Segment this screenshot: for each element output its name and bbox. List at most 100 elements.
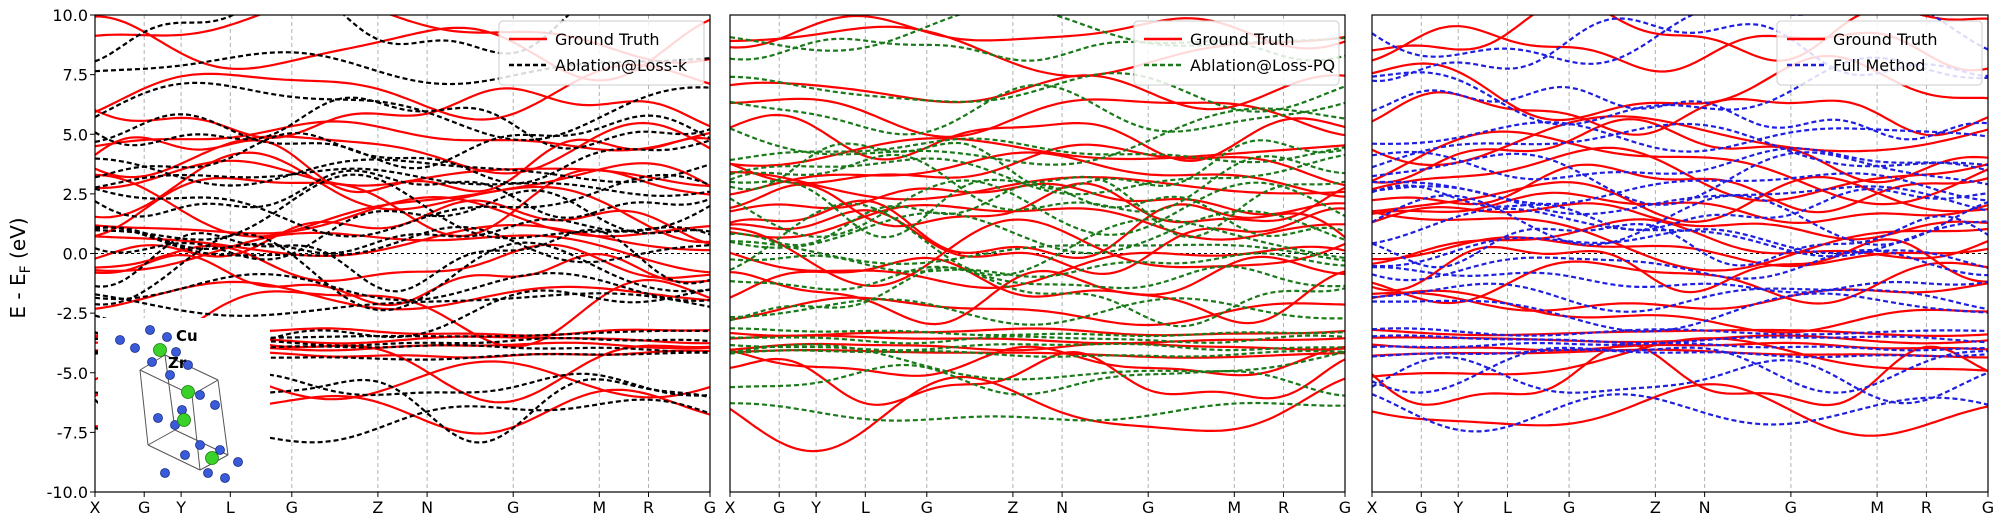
x-tick-label: Y <box>1452 498 1463 517</box>
predicted-band-line <box>1372 341 1988 352</box>
y-tick-label: 0.0 <box>63 245 88 264</box>
predicted-band-line <box>95 351 710 361</box>
ground-truth-band-line <box>1372 337 1988 378</box>
predicted-band-line <box>95 15 571 63</box>
predicted-band-line <box>730 401 1345 422</box>
predicted-band-line <box>95 343 710 354</box>
crystal-structure-inset: Cu Zr <box>98 318 270 490</box>
ground-truth-band-line <box>1372 130 1988 206</box>
predicted-band-line <box>1372 348 1988 359</box>
predicted-band-line <box>730 252 1345 278</box>
unit-cell-edge <box>139 369 149 446</box>
predicted-band-line <box>730 183 1345 247</box>
legend-label: Ablation@Loss-k <box>555 56 688 75</box>
predicted-band-line <box>1372 393 1988 433</box>
predicted-band-line <box>95 81 710 142</box>
predicted-band-line <box>95 378 710 444</box>
ground-truth-band-line <box>1372 238 1988 294</box>
predicted-band-line <box>730 202 1345 277</box>
x-tick-label: G <box>286 498 298 517</box>
predicted-band-line <box>95 113 710 170</box>
ground-truth-band-line <box>95 151 710 219</box>
x-tick-label: Y <box>175 498 186 517</box>
predicted-band-line <box>730 265 1345 291</box>
ground-truth-band-line <box>730 345 1345 377</box>
predicted-band-line <box>730 153 1345 196</box>
predicted-band-line <box>95 96 710 150</box>
predicted-band-line <box>95 167 710 198</box>
zr-atom-label: Zr <box>168 354 187 372</box>
panel-right: X G Y L G Z N G M R G Ground Truth Full Method <box>1367 14 1994 517</box>
legend: Ground Truth Full Method <box>1776 20 1983 86</box>
x-tick-label: Y <box>810 498 821 517</box>
ground-truth-band-line <box>95 195 710 238</box>
x-tick-label: X <box>1367 498 1378 517</box>
x-tick-label: L <box>861 498 870 517</box>
predicted-band-line <box>1372 215 1988 269</box>
cu-atom <box>203 468 213 478</box>
ground-truth-band-line <box>1372 341 1988 352</box>
ground-truth-band-line <box>730 349 1345 359</box>
cu-atom <box>195 390 205 400</box>
predicted-band-line <box>730 349 1345 358</box>
predicted-band-line <box>1372 147 1988 181</box>
predicted-band-line <box>95 398 710 444</box>
y-tick-label: -7.5 <box>57 423 88 442</box>
x-tick-label: R <box>643 498 654 517</box>
y-tick-label: -10.0 <box>47 483 88 502</box>
ground-truth-band-line <box>95 280 710 311</box>
predicted-band-line <box>95 233 710 312</box>
ground-truth-band-line <box>730 207 1345 276</box>
predicted-band-line <box>95 173 710 241</box>
predicted-band-line <box>730 37 1345 62</box>
x-tick-label: N <box>1056 498 1068 517</box>
y-tick-label: 7.5 <box>63 66 88 85</box>
ground-truth-band-line <box>730 375 1345 453</box>
x-tick-label: L <box>1503 498 1512 517</box>
cu-atom <box>147 357 157 367</box>
ground-truth-band-line <box>730 255 1345 299</box>
predicted-band-line <box>95 225 710 264</box>
cu-atom <box>160 468 170 478</box>
x-tick-label: G <box>773 498 785 517</box>
ground-truth-band-line <box>1372 15 1988 62</box>
cu-atom <box>177 405 187 415</box>
ground-truth-band-line <box>730 350 1345 406</box>
ground-truth-band-line <box>730 182 1345 228</box>
predicted-band-line <box>730 240 1345 265</box>
cu-atom <box>195 440 205 450</box>
x-tick-label: Z <box>372 498 383 517</box>
predicted-band-line <box>730 107 1345 166</box>
ground-truth-band-line <box>1372 383 1988 437</box>
x-tick-label: R <box>1278 498 1289 517</box>
predicted-band-line <box>730 343 1345 381</box>
x-tick-label: X <box>90 498 101 517</box>
predicted-band-line <box>1372 334 1988 345</box>
axes-frame <box>1371 14 1989 493</box>
x-tick-label: N <box>1699 498 1711 517</box>
ground-truth-band-line <box>1372 146 1988 202</box>
predicted-band-line <box>1372 172 1988 206</box>
cu-atom-label: Cu <box>176 327 198 345</box>
x-tick-label: G <box>1563 498 1575 517</box>
x-tick-label: G <box>704 498 716 517</box>
legend-label: Full Method <box>1833 56 1925 75</box>
zr-atom <box>153 343 167 357</box>
predicted-band-line <box>1372 185 1988 216</box>
unit-cell-edge <box>164 354 176 431</box>
predicted-band-line <box>730 153 1345 213</box>
x-tick-label: Z <box>1007 498 1018 517</box>
ground-truth-band-line <box>730 151 1345 198</box>
ground-truth-band-line <box>95 224 710 257</box>
cu-atom <box>130 343 140 353</box>
zr-atom <box>181 385 195 399</box>
y-tick-label: -2.5 <box>57 304 88 323</box>
predicted-band-line <box>1372 292 1988 333</box>
predicted-band-line <box>1372 266 1988 294</box>
ground-truth-band-line <box>730 113 1345 163</box>
ground-truth-band-line <box>730 203 1345 241</box>
predicted-band-line <box>730 342 1345 352</box>
ground-truth-band-line <box>95 87 710 140</box>
ground-truth-band-line <box>730 171 1345 201</box>
